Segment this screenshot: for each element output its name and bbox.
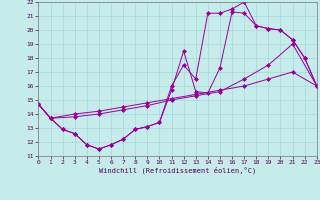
X-axis label: Windchill (Refroidissement éolien,°C): Windchill (Refroidissement éolien,°C)	[99, 167, 256, 174]
